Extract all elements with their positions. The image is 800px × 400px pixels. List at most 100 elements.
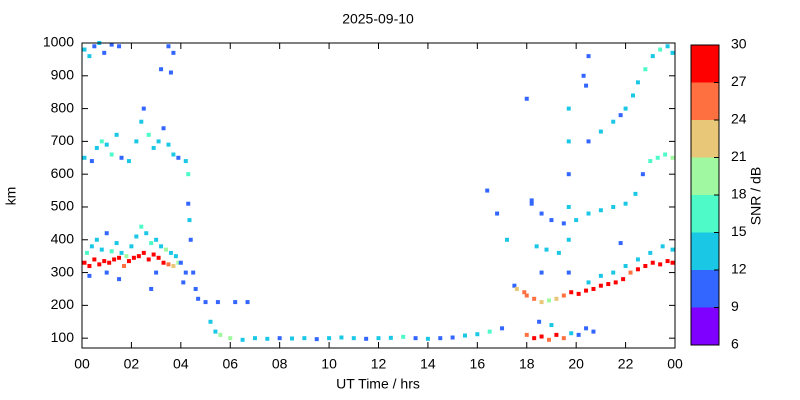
data-point xyxy=(139,224,144,229)
data-point xyxy=(102,50,107,55)
data-point xyxy=(514,286,519,291)
data-point xyxy=(87,54,92,59)
data-point xyxy=(618,241,623,246)
data-point xyxy=(539,211,544,216)
data-point xyxy=(569,290,574,295)
data-point xyxy=(643,264,648,269)
data-point xyxy=(112,257,117,262)
data-point xyxy=(576,291,581,296)
data-point xyxy=(546,337,551,342)
data-point xyxy=(670,260,675,265)
data-point xyxy=(240,337,245,342)
data-point xyxy=(109,249,114,254)
data-point xyxy=(124,254,129,259)
data-point xyxy=(92,44,97,49)
data-point xyxy=(126,159,131,164)
data-point xyxy=(191,270,196,275)
data-point xyxy=(87,264,92,269)
data-point xyxy=(99,139,104,144)
data-point xyxy=(500,326,505,331)
data-point xyxy=(576,332,581,337)
data-point xyxy=(658,262,663,267)
data-point xyxy=(554,332,559,337)
data-point xyxy=(186,172,191,177)
data-point xyxy=(161,126,166,131)
data-point xyxy=(623,201,628,206)
data-point xyxy=(171,152,176,157)
data-point xyxy=(99,247,104,252)
data-point xyxy=(102,259,107,264)
data-point xyxy=(89,159,94,164)
data-point xyxy=(512,283,517,288)
data-point xyxy=(450,335,455,340)
data-point xyxy=(598,273,603,278)
data-point xyxy=(584,326,589,331)
colorbar-segment xyxy=(691,195,719,233)
data-point xyxy=(252,336,257,341)
data-point xyxy=(151,252,156,257)
data-point xyxy=(655,155,660,160)
y-tick-label: 600 xyxy=(51,165,75,181)
data-point xyxy=(549,218,554,223)
data-point xyxy=(544,247,549,252)
colorbar-segment xyxy=(691,232,719,270)
data-point xyxy=(539,334,544,339)
data-point xyxy=(122,264,127,269)
data-point xyxy=(156,139,161,144)
data-point xyxy=(495,211,500,216)
data-point xyxy=(569,331,574,336)
data-point xyxy=(670,155,675,160)
data-point xyxy=(208,319,213,324)
colorbar-tick-label: 18 xyxy=(731,186,747,202)
x-tick-label: 16 xyxy=(470,356,486,372)
data-point xyxy=(161,260,166,265)
data-point xyxy=(117,44,122,49)
data-point xyxy=(635,267,640,272)
y-tick-label: 200 xyxy=(51,296,75,312)
data-point xyxy=(539,270,544,275)
colorbar-segment xyxy=(691,82,719,120)
data-point xyxy=(82,260,87,265)
data-point xyxy=(574,218,579,223)
data-point xyxy=(171,264,176,269)
data-point xyxy=(364,336,369,341)
data-point xyxy=(277,336,282,341)
data-point xyxy=(413,336,418,341)
x-tick-label: 18 xyxy=(519,356,535,372)
colorbar-tick-label: 24 xyxy=(731,111,747,127)
data-point xyxy=(164,247,169,252)
data-point xyxy=(168,70,173,75)
data-point xyxy=(104,270,109,275)
data-point xyxy=(665,44,670,49)
data-point xyxy=(534,244,539,249)
data-point xyxy=(648,250,653,255)
data-point xyxy=(621,277,626,282)
data-point xyxy=(339,335,344,340)
data-point xyxy=(556,250,561,255)
data-point xyxy=(176,260,181,265)
data-point xyxy=(186,201,191,206)
data-point xyxy=(171,50,176,55)
data-point xyxy=(438,336,443,341)
data-point xyxy=(129,244,134,249)
data-point xyxy=(584,288,589,293)
data-point xyxy=(598,208,603,213)
data-point xyxy=(475,332,480,337)
data-point xyxy=(611,119,616,124)
data-point xyxy=(670,50,675,55)
data-point xyxy=(546,298,551,303)
data-point xyxy=(663,152,668,157)
data-point xyxy=(648,159,653,164)
x-tick-label: 00 xyxy=(667,356,683,372)
colorbar-tick-label: 12 xyxy=(731,261,747,277)
data-point xyxy=(566,106,571,111)
data-point xyxy=(635,80,640,85)
data-point xyxy=(566,172,571,177)
data-point xyxy=(376,336,381,341)
data-point xyxy=(351,336,356,341)
data-point xyxy=(584,83,589,88)
data-point xyxy=(154,270,159,275)
data-point xyxy=(166,262,171,267)
data-point xyxy=(131,255,136,260)
